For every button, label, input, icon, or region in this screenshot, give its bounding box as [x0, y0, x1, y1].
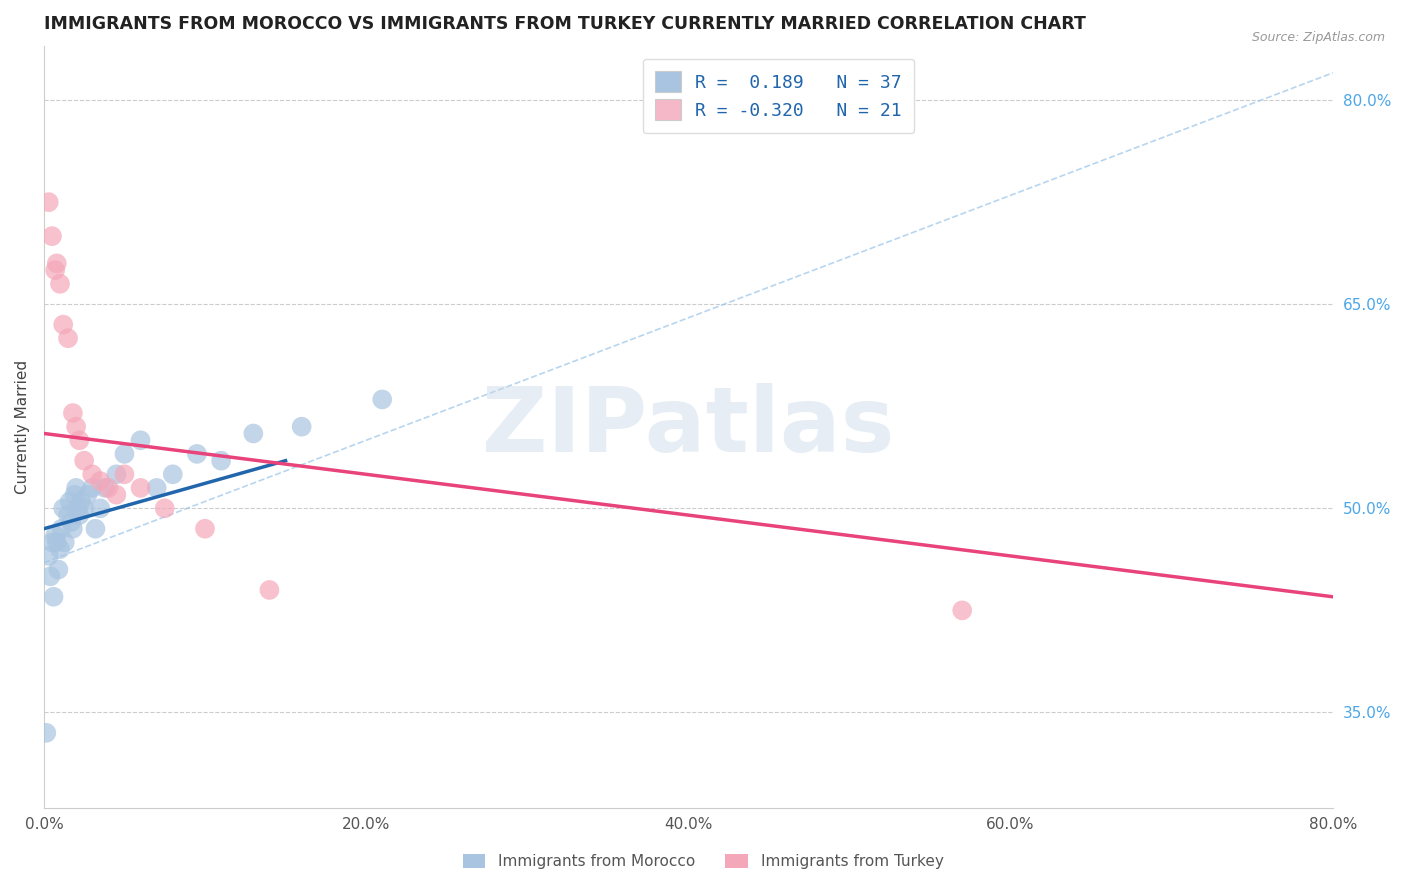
Point	[62, 522, 84, 536]
Point	[145, 481, 167, 495]
Text: IMMIGRANTS FROM MOROCCO VS IMMIGRANTS FROM TURKEY CURRENTLY MARRIED CORRELATION : IMMIGRANTS FROM MOROCCO VS IMMIGRANTS FR…	[44, 15, 1085, 33]
Point	[38, 549, 60, 563]
Point	[44, 528, 66, 542]
Point	[39, 569, 62, 583]
Point	[114, 467, 136, 482]
Point	[38, 195, 60, 210]
Point	[73, 501, 96, 516]
Point	[67, 508, 90, 522]
Point	[76, 488, 98, 502]
Point	[51, 522, 73, 536]
Point	[73, 453, 96, 467]
Point	[94, 481, 117, 495]
Point	[45, 535, 67, 549]
Point	[242, 426, 264, 441]
Point	[129, 434, 152, 448]
Point	[105, 488, 128, 502]
Point	[59, 494, 82, 508]
Point	[97, 481, 120, 495]
Point	[291, 419, 314, 434]
Point	[53, 535, 76, 549]
Point	[209, 453, 232, 467]
Point	[52, 318, 75, 332]
Text: Source: ZipAtlas.com: Source: ZipAtlas.com	[1251, 31, 1385, 45]
Point	[371, 392, 394, 407]
Point	[82, 467, 104, 482]
Point	[56, 331, 79, 345]
Point	[162, 467, 184, 482]
Point	[63, 488, 86, 502]
Legend: Immigrants from Morocco, Immigrants from Turkey: Immigrants from Morocco, Immigrants from…	[457, 848, 949, 875]
Point	[56, 508, 79, 522]
Point	[48, 563, 70, 577]
Point	[153, 501, 176, 516]
Legend: R =  0.189   N = 37, R = -0.320   N = 21: R = 0.189 N = 37, R = -0.320 N = 21	[643, 59, 914, 133]
Point	[89, 474, 111, 488]
Point	[105, 467, 128, 482]
Point	[49, 542, 72, 557]
Point	[259, 582, 281, 597]
Point	[62, 406, 84, 420]
Point	[114, 447, 136, 461]
Point	[41, 229, 63, 244]
Point	[49, 277, 72, 291]
Point	[65, 419, 87, 434]
Point	[52, 501, 75, 516]
Point	[44, 263, 66, 277]
Point	[950, 603, 973, 617]
Point	[35, 726, 58, 740]
Point	[67, 434, 90, 448]
Point	[41, 535, 63, 549]
Point	[129, 481, 152, 495]
Point	[42, 590, 65, 604]
Point	[66, 501, 89, 516]
Point	[89, 501, 111, 516]
Point	[65, 481, 87, 495]
Y-axis label: Currently Married: Currently Married	[15, 359, 30, 494]
Point	[194, 522, 217, 536]
Point	[45, 256, 67, 270]
Point	[70, 494, 93, 508]
Text: ZIPatlas: ZIPatlas	[482, 383, 894, 471]
Point	[84, 522, 107, 536]
Point	[186, 447, 208, 461]
Point	[82, 481, 104, 495]
Point	[60, 515, 83, 529]
